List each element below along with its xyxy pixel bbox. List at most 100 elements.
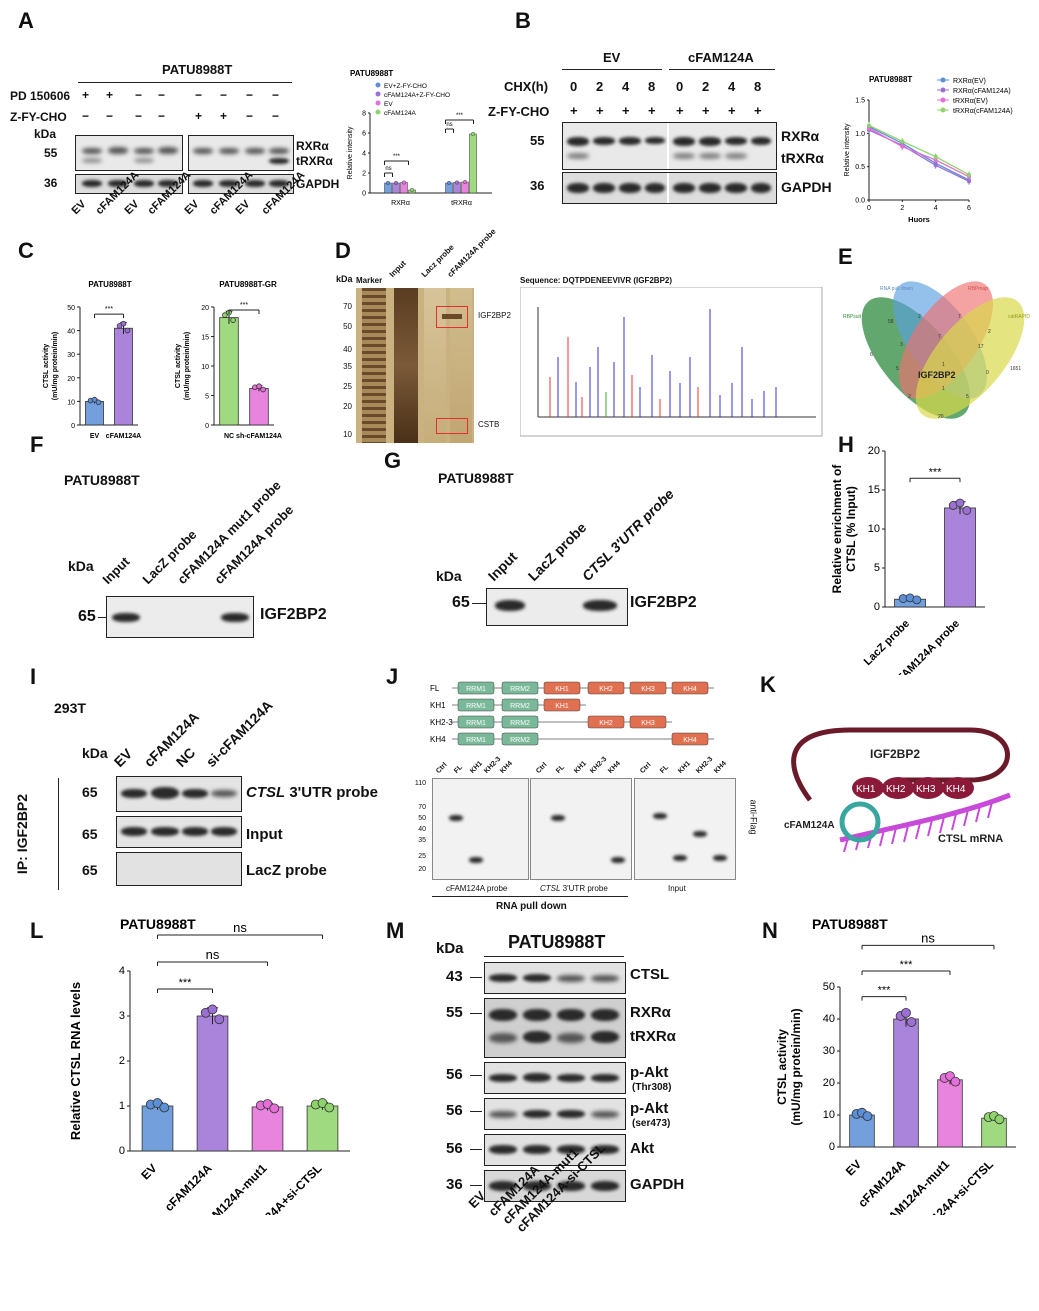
b-chx-time: 4	[728, 79, 735, 94]
n-bar-chart: PATU8988T01020304050CTSL activity (mU/mg …	[770, 915, 1035, 1215]
data-point	[455, 181, 459, 185]
a-cell-line: PATU8988T	[162, 62, 232, 77]
panel-letter-m: M	[386, 918, 404, 944]
y-tick-label: 0.5	[855, 164, 865, 171]
y-tick-label: 0	[71, 423, 75, 430]
y-axis-label: CTSL (% Input)	[844, 486, 858, 572]
e-count: 3	[900, 342, 903, 348]
f-marker: 65	[78, 608, 96, 626]
m-protein-rxr: RXRα	[630, 1004, 671, 1021]
m-marker-tick	[470, 1013, 482, 1014]
data-point	[863, 1112, 872, 1121]
e-count: 5	[966, 394, 969, 400]
b-chx-time: 8	[648, 79, 655, 94]
y-tick-label: 5	[205, 394, 209, 401]
a-lane-label: EV	[183, 198, 202, 217]
data-point	[261, 387, 266, 392]
m-protein-pakt308: p-Akt	[630, 1064, 668, 1081]
b-chx-time: 0	[676, 79, 683, 94]
e-label-rbpmap: RBPmap	[968, 286, 988, 292]
data-point	[402, 181, 406, 185]
y-axis-label: Relative enrichment of	[830, 464, 844, 594]
e-count: 17	[978, 344, 984, 350]
e-label-catrapid: catRAPID	[1008, 314, 1030, 320]
j-lane-label: KH1	[469, 760, 484, 775]
y-tick-label: 1.0	[855, 131, 865, 138]
panel-letter-k: K	[760, 672, 776, 698]
b-marker-36: 36	[530, 178, 544, 193]
d-gel-marker: 10	[336, 430, 352, 439]
a-sign: +	[195, 109, 202, 123]
i-lane-label: NC	[173, 744, 199, 770]
bar	[470, 134, 477, 193]
k-circ-label: cFAM124A	[784, 820, 835, 831]
m-blot-pakt473	[484, 1098, 626, 1130]
a-sign: −	[158, 88, 165, 102]
y-axis-label: Relative intensity	[347, 126, 354, 179]
m-protein-thr308: (Thr308)	[632, 1082, 671, 1093]
j-blot-input	[634, 778, 736, 880]
legend-label: EV+Z-FY-CHO	[384, 83, 427, 90]
m-cell-line: PATU8988T	[508, 932, 605, 953]
a-lane-label: EV	[123, 198, 142, 217]
a-blot-rxr-left	[75, 135, 183, 171]
panel-letter-l: L	[30, 918, 43, 944]
a-sign: +	[106, 88, 113, 102]
a-protein-rxr: RXRα	[296, 139, 329, 153]
y-tick-label: 1	[119, 1100, 125, 1112]
panel-letter-j: J	[386, 664, 398, 690]
data-point	[386, 181, 390, 185]
a-blot-rxr-right	[188, 135, 294, 171]
j-construct-label: FL	[430, 684, 440, 693]
e-count: 58	[888, 319, 894, 325]
b-protein-trxr: tRXRα	[781, 150, 824, 166]
m-marker-tick	[470, 1185, 482, 1186]
chart-title: PATU8988T	[88, 280, 131, 289]
data-point	[900, 145, 904, 149]
b-rule-ev	[562, 69, 662, 70]
a-treat-pd: PD 150606	[10, 89, 70, 103]
e-count: 6	[870, 352, 873, 358]
category-label: cFAM124A	[106, 433, 141, 440]
bar	[86, 401, 104, 425]
svg-text:KH4: KH4	[946, 784, 966, 795]
m-protein-ser473: (ser473)	[632, 1118, 670, 1129]
h-sig-label: ***	[929, 466, 943, 478]
k-protein-label: IGF2BP2	[870, 747, 920, 761]
data-point	[231, 318, 236, 323]
y-tick-label: 40	[67, 329, 75, 336]
k-mrna-label: CTSL mRNA	[938, 833, 1003, 845]
y-tick-label: 0	[205, 423, 209, 430]
a-kda: kDa	[34, 127, 56, 141]
y-tick-label: 10	[823, 1109, 835, 1121]
bar	[220, 318, 239, 425]
j-domain-label: RRM1	[466, 737, 486, 744]
a-marker-55: 55	[44, 146, 57, 160]
b-chx-label: CHX(h)	[504, 79, 548, 94]
i-marker-2: 65	[82, 826, 98, 842]
bar	[142, 1106, 173, 1151]
m-marker-tick	[470, 1111, 482, 1112]
j-pulldown: RNA pull down	[496, 901, 567, 912]
bar	[115, 328, 133, 425]
data-point	[951, 1077, 960, 1086]
e-center-label: IGF2BP2	[918, 370, 956, 380]
e-venn: RBPsuit RNA pull down RBPmap catRAPID IG…	[838, 278, 1033, 448]
i-blot-lacz	[116, 852, 242, 886]
h-bar-chart: 05101520Relative enrichment of CTSL (% In…	[825, 445, 1025, 675]
b-zfy-sign: +	[570, 103, 578, 118]
j-domain-label: KH4	[683, 737, 697, 744]
m-kda: kDa	[436, 940, 464, 957]
j-blot-cfam-probe	[432, 778, 529, 880]
j-marker: 70	[404, 804, 426, 811]
data-point	[394, 181, 398, 185]
y-axis-label: CTSL activity	[775, 1029, 789, 1105]
category-label: NC	[224, 433, 234, 440]
d-gel-kda: kDa	[336, 274, 353, 284]
b-zfy-sign: +	[676, 103, 684, 118]
i-marker-1: 65	[82, 784, 98, 800]
bar	[250, 388, 269, 425]
a-lane-label: EV	[70, 198, 89, 217]
y-tick-label: 30	[823, 1045, 835, 1057]
j-blot-ctsl-probe	[530, 778, 632, 880]
